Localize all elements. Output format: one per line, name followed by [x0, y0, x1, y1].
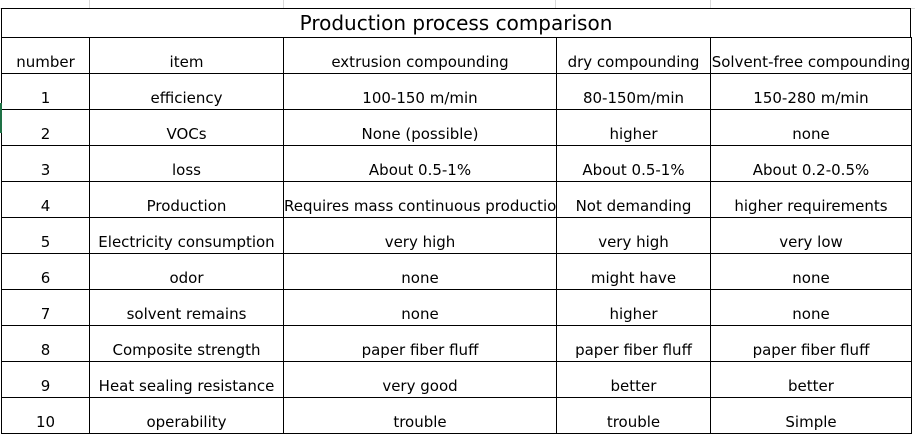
cell-extrusion[interactable]: very good [283, 361, 557, 398]
cell-solvent-free[interactable]: higher requirements [710, 181, 912, 218]
cell-item[interactable]: odor [89, 253, 284, 290]
cell-dry[interactable]: better [556, 361, 711, 398]
table-row: 9 Heat sealing resistance very good better b… [1, 361, 912, 398]
cell-number[interactable]: 5 [1, 217, 90, 254]
cell-number[interactable]: 3 [1, 145, 90, 182]
cell-dry[interactable]: trouble [556, 397, 711, 434]
cell-solvent-free[interactable]: better [710, 361, 912, 398]
cell-dry[interactable]: paper fiber fluff [556, 325, 711, 362]
cell-extrusion[interactable]: paper fiber fluff [283, 325, 557, 362]
cell-item[interactable]: solvent remains [89, 289, 284, 326]
cell-dry[interactable]: very high [556, 217, 711, 254]
cell-number[interactable]: 8 [1, 325, 90, 362]
cell-solvent-free[interactable]: Simple [710, 397, 912, 434]
cell-dry[interactable]: Not demanding [556, 181, 711, 218]
cell-dry[interactable]: might have [556, 253, 711, 290]
header-cell-item[interactable]: item [89, 37, 284, 74]
cell-number[interactable]: 7 [1, 289, 90, 326]
header-row: number item extrusion compounding dry co… [1, 37, 912, 74]
cell-solvent-free[interactable]: very low [710, 217, 912, 254]
cell-extrusion[interactable]: About 0.5-1% [283, 145, 557, 182]
cell-number[interactable]: 10 [1, 397, 90, 434]
table-row: 5 Electricity consumption very high very hi… [1, 217, 912, 254]
cell-extrusion[interactable]: None (possible) [283, 109, 557, 146]
cell-item[interactable]: Electricity consumption [89, 217, 284, 254]
table-row: 4 Production Requires mass continuous prod… [1, 181, 912, 218]
cell-extrusion[interactable]: very high [283, 217, 557, 254]
header-cell-number[interactable]: number [1, 37, 90, 74]
cell-extrusion[interactable]: none [283, 253, 557, 290]
table-row: 10 operability trouble trouble Simple [1, 397, 912, 434]
cell-number[interactable]: 1 [1, 73, 90, 110]
cell-item[interactable]: efficiency [89, 73, 284, 110]
cell-dry[interactable]: higher [556, 109, 711, 146]
cell-extrusion[interactable]: trouble [283, 397, 557, 434]
cell-number[interactable]: 2 [1, 109, 90, 146]
cell-item[interactable]: VOCs [89, 109, 284, 146]
header-cell-dry[interactable]: dry compounding [556, 37, 711, 74]
cell-selection-marker [0, 103, 2, 133]
cell-extrusion[interactable]: Requires mass continuous production [283, 181, 557, 218]
cell-dry[interactable]: About 0.5-1% [556, 145, 711, 182]
cell-solvent-free[interactable]: none [710, 109, 912, 146]
cell-solvent-free[interactable]: none [710, 253, 912, 290]
cell-solvent-free[interactable]: 150-280 m/min [710, 73, 912, 110]
cell-item[interactable]: Composite strength [89, 325, 284, 362]
cell-extrusion[interactable]: 100-150 m/min [283, 73, 557, 110]
table-row: 3 loss About 0.5-1% About 0.5-1% About 0.2-0… [1, 145, 912, 182]
table-row: 1 efficiency 100-150 m/min 80-150m/min 150-2… [1, 73, 912, 110]
cell-item[interactable]: Heat sealing resistance [89, 361, 284, 398]
cell-number[interactable]: 6 [1, 253, 90, 290]
header-cell-extrusion[interactable]: extrusion compounding [283, 37, 557, 74]
cell-item[interactable]: Production [89, 181, 284, 218]
cell-number[interactable]: 4 [1, 181, 90, 218]
cell-solvent-free[interactable]: paper fiber fluff [710, 325, 912, 362]
cell-item[interactable]: loss [89, 145, 284, 182]
table-title[interactable]: Production process comparison [1, 8, 911, 37]
header-cell-solvent-free[interactable]: Solvent-free compounding [710, 37, 912, 74]
comparison-table: number item extrusion compounding dry co… [1, 37, 912, 434]
cell-dry[interactable]: 80-150m/min [556, 73, 711, 110]
table-row: 8 Composite strength paper fiber fluff pape… [1, 325, 912, 362]
table-row: 6 odor none might have none [1, 253, 912, 290]
cell-dry[interactable]: higher [556, 289, 711, 326]
table-row: 7 solvent remains none higher none [1, 289, 912, 326]
cell-solvent-free[interactable]: none [710, 289, 912, 326]
cell-solvent-free[interactable]: About 0.2-0.5% [710, 145, 912, 182]
table-row: 2 VOCs None (possible) higher none [1, 109, 912, 146]
cell-extrusion[interactable]: none [283, 289, 557, 326]
cell-item[interactable]: operability [89, 397, 284, 434]
cell-number[interactable]: 9 [1, 361, 90, 398]
